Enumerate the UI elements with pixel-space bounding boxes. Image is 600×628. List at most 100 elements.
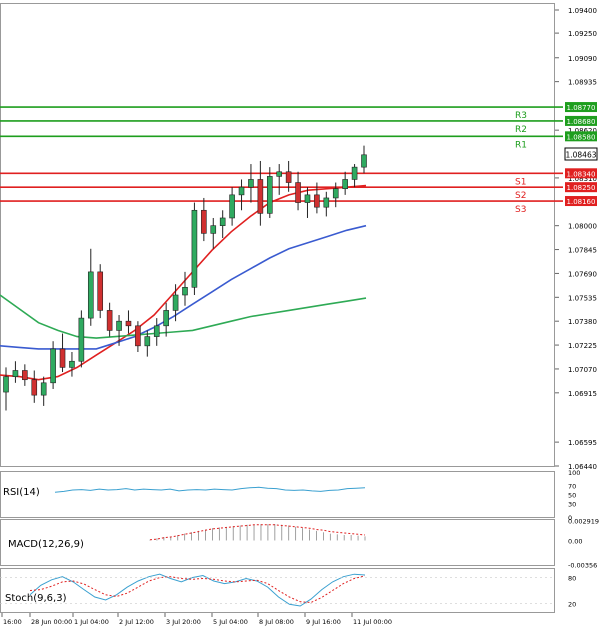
candle xyxy=(285,160,292,192)
price-tick-label: 1.08935 xyxy=(568,79,597,87)
rsi-line xyxy=(54,486,366,493)
rsi-tick-label: 50 xyxy=(568,492,576,500)
price-tick-label: 1.09400 xyxy=(568,7,597,15)
candle xyxy=(351,164,358,188)
macd-tick-label: 0.00 xyxy=(568,537,582,545)
candle xyxy=(40,376,47,406)
rsi-label: RSI(14) xyxy=(3,487,40,498)
macd-axis: 0.002919 0.00 -0.00356 xyxy=(568,518,599,570)
candle xyxy=(153,318,160,346)
stoch-tick-label: 80 xyxy=(568,575,576,583)
level-name-r2: R2 xyxy=(515,125,527,135)
macd-tick-label: -0.00356 xyxy=(568,562,597,570)
price-tick-label: 1.06440 xyxy=(568,463,597,471)
level-box-s1 xyxy=(565,168,597,179)
level-labels: R3 1.08770 R2 1.08680 R1 1.08580 S1 1.08340 S2 1.… xyxy=(515,102,597,215)
rsi-tick-label: 30 xyxy=(568,501,576,509)
candle xyxy=(135,321,141,352)
price-tick-label: 1.08000 xyxy=(568,223,597,231)
candle xyxy=(219,210,226,238)
stoch-label: Stoch(9,6,3) xyxy=(5,593,67,604)
stoch-k-line xyxy=(29,573,366,607)
candle xyxy=(163,302,169,337)
candle xyxy=(332,182,339,208)
candle xyxy=(257,160,264,226)
level-box-r2 xyxy=(565,115,597,126)
moving-average-line xyxy=(0,294,367,339)
candle xyxy=(342,171,348,195)
stoch-axis: 80 20 xyxy=(0,575,576,608)
price-tick-label: 1.07070 xyxy=(568,366,597,374)
candle xyxy=(238,179,245,211)
levels-layer xyxy=(0,106,563,202)
price-tick-label: 1.08620 xyxy=(568,127,597,135)
candle xyxy=(314,182,320,214)
level-box-r3 xyxy=(565,102,597,113)
candle xyxy=(304,187,311,218)
rsi-tick-label: 0 xyxy=(568,514,572,522)
time-tick-label: 1 Jul 04:00 xyxy=(74,618,109,626)
level-name-s3: S3 xyxy=(515,205,526,215)
macd-label: MACD(12,26,9) xyxy=(8,539,84,550)
price-tick-label: 1.07690 xyxy=(568,270,597,278)
stoch-tick-label: 20 xyxy=(568,600,576,608)
candle xyxy=(361,145,367,174)
candle xyxy=(3,367,9,411)
candle xyxy=(78,310,85,368)
candle xyxy=(323,191,330,217)
candle xyxy=(12,361,19,383)
price-tick-label: 1.09250 xyxy=(568,30,597,38)
candle xyxy=(210,217,217,249)
candle xyxy=(125,310,132,334)
current-price-label: 1.08463 xyxy=(565,151,596,160)
time-tick-label: 9 Jul 16:00 xyxy=(306,618,341,626)
price-tick-label: 1.07845 xyxy=(568,247,597,255)
level-name-r3: R3 xyxy=(515,111,527,121)
candle xyxy=(97,264,104,319)
level-value-s2: 1.08250 xyxy=(567,184,596,192)
candle xyxy=(172,284,179,322)
price-tick-label: 1.07535 xyxy=(568,294,597,302)
rsi-tick-label: 100 xyxy=(568,469,580,477)
candle xyxy=(229,187,235,226)
price-tick-label: 1.06915 xyxy=(568,390,597,398)
stoch-d-line xyxy=(29,575,366,604)
level-value-s3: 1.08160 xyxy=(567,198,596,206)
candle xyxy=(182,271,188,306)
price-tick-label: 1.07380 xyxy=(568,318,597,326)
candle xyxy=(144,330,151,357)
candle xyxy=(31,370,38,403)
current-price-box xyxy=(564,147,598,161)
price-axis: 1.09400 1.09250 1.09090 1.08935 1.08620 1.083… xyxy=(555,7,597,471)
level-value-r3: 1.08770 xyxy=(567,104,596,112)
candle xyxy=(22,364,28,386)
time-tick-label: 8 Jul 08:00 xyxy=(259,618,294,626)
candle xyxy=(50,341,56,389)
level-box-s2 xyxy=(565,182,597,193)
candle xyxy=(248,164,254,203)
candle xyxy=(276,164,283,195)
level-value-r2: 1.08680 xyxy=(567,118,596,126)
price-tick-label: 1.09090 xyxy=(568,55,597,63)
candle xyxy=(295,171,301,211)
stoch-panel xyxy=(0,568,555,613)
candle xyxy=(106,302,113,337)
time-tick-label: 16:00 xyxy=(3,618,22,626)
price-tick-label: 1.06595 xyxy=(568,439,597,447)
candle xyxy=(191,202,198,295)
macd-tick-label: 0.002919 xyxy=(568,518,599,526)
time-tick-label: 2 Jul 12:00 xyxy=(119,618,154,626)
level-value-r1: 1.08580 xyxy=(567,133,596,141)
moving-average-line xyxy=(0,184,367,381)
level-value-s1: 1.08340 xyxy=(567,170,596,178)
time-tick-label: 3 Jul 20:00 xyxy=(166,618,201,626)
level-name-s1: S1 xyxy=(515,177,526,187)
level-name-s2: S2 xyxy=(515,191,526,201)
time-axis: 16:00 28 Jun 00:00 1 Jul 04:00 2 Jul 12:00 3… xyxy=(1,613,392,626)
candle xyxy=(69,352,75,377)
candle xyxy=(116,315,122,346)
candle xyxy=(59,333,66,373)
candles xyxy=(3,145,367,411)
